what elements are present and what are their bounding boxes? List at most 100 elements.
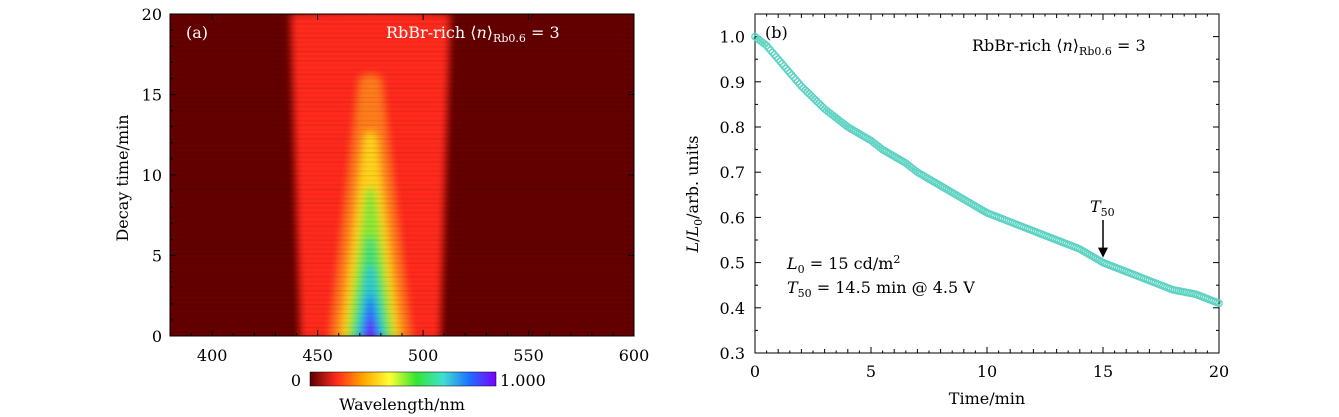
noise-stripe [170,32,634,34]
panel-label-b: (b) [765,23,788,42]
noise-stripe [170,317,634,320]
noise-stripe [170,110,634,113]
panel-label-a: (a) [186,23,208,42]
noise-stripe [170,69,634,71]
heatmap-emission-band [290,14,451,336]
noise-stripe [170,73,634,76]
noise-stripe [170,37,634,39]
data-point [793,77,802,86]
x-tick-label-a: 450 [302,346,333,365]
colorbar-min-label: 0 [291,371,301,390]
noise-stripe [170,96,634,99]
data-point [1215,299,1223,308]
noise-stripe [170,50,634,53]
data-point [770,50,779,59]
data-point [782,64,790,73]
x-tick-label-b: 5 [866,362,876,381]
data-point [766,46,775,55]
noise-stripe [170,115,634,117]
y-tick-label-b: 0.5 [720,254,745,273]
noise-stripe [170,253,634,255]
y-tick-label-b: 0.3 [720,344,745,363]
plot-frame-b [754,13,1220,354]
data-point [784,66,792,75]
noise-stripe [170,64,634,67]
noise-stripe [170,142,634,145]
noise-stripe [170,326,634,329]
noise-stripe [170,55,634,57]
y-tick-label-b: 0.4 [720,299,745,318]
data-point [768,48,777,57]
noise-stripe [170,83,634,85]
noise-stripe [170,271,634,274]
y-tick-label-a: 15 [142,86,162,105]
noise-stripe [170,133,634,136]
x-tick-label-a: 600 [619,346,650,365]
noise-stripe [170,198,634,200]
noise-stripe [170,290,634,292]
noise-stripe [170,101,634,103]
noise-stripe [170,179,634,182]
noise-stripe [170,156,634,159]
y-tick-label-a: 10 [142,166,162,185]
y-tick-label-b: 0.8 [720,118,745,137]
noise-stripe [170,27,634,30]
noise-stripe [170,244,634,246]
data-point [785,68,794,77]
x-axis-label-b: Time/min [949,389,1025,408]
noise-stripe [170,207,634,209]
t50-arrow [1098,220,1108,258]
noise-stripe [170,124,634,126]
noise-stripe [170,188,634,191]
noise-stripe [170,138,634,140]
data-point [780,62,788,70]
noise-stripe [170,147,634,149]
noise-stripe [170,119,634,122]
y-tick-label-b: 0.7 [720,163,745,182]
noise-stripe [170,239,634,241]
decay-series [751,32,1223,308]
noise-stripe [170,92,634,94]
noise-stripe [170,285,634,287]
note-t50: T50 = 14.5 min @ 4.5 V [787,278,975,300]
colorbar-max-label: 1.000 [500,371,546,390]
x-tick-label-b: 10 [977,362,997,381]
data-point [764,44,773,52]
noise-stripe [170,294,634,297]
data-point [789,73,798,82]
data-point [762,41,771,50]
y-tick-label-b: 1.0 [720,28,745,47]
noise-stripe [170,230,634,232]
y-tick-label-a: 0 [152,327,162,346]
y-tick-label-a: 20 [142,5,162,24]
y-tick-label-b: 0.9 [720,73,745,92]
noise-stripe [170,129,634,131]
noise-stripe [170,322,634,324]
band-violet [365,313,376,336]
x-axis-label-a: Wavelength/nm [339,395,465,414]
noise-stripe [170,225,634,228]
noise-stripe [170,211,634,214]
noise-stripe [170,303,634,306]
noise-stripe [170,257,634,260]
noise-stripe [170,267,634,269]
x-tick-label-a: 500 [408,346,439,365]
heatmap-noise [170,14,634,333]
noise-stripe [170,280,634,283]
axes-a: 400 450 500 550 600 0 5 10 15 20 [142,5,650,365]
noise-stripe [170,308,634,310]
axes-b: 0 5 10 15 20 0.3 0.4 0.5 0.6 0.7 0.8 0.9 1.0 [720,13,1229,381]
noise-stripe [170,184,634,186]
x-tick-label-a: 550 [513,346,544,365]
noise-stripe [170,299,634,301]
t50-arrow-head [1098,247,1108,258]
noise-stripe [170,193,634,195]
noise-stripe [170,313,634,315]
noise-stripe [170,14,634,16]
annotation-a: RbBr-rich ⟨n⟩Rb0.6 = 3 [386,23,560,45]
noise-stripe [170,221,634,223]
x-tick-label-b: 15 [1093,362,1113,381]
data-point [774,55,783,64]
y-tick-label-b: 0.6 [720,208,745,227]
